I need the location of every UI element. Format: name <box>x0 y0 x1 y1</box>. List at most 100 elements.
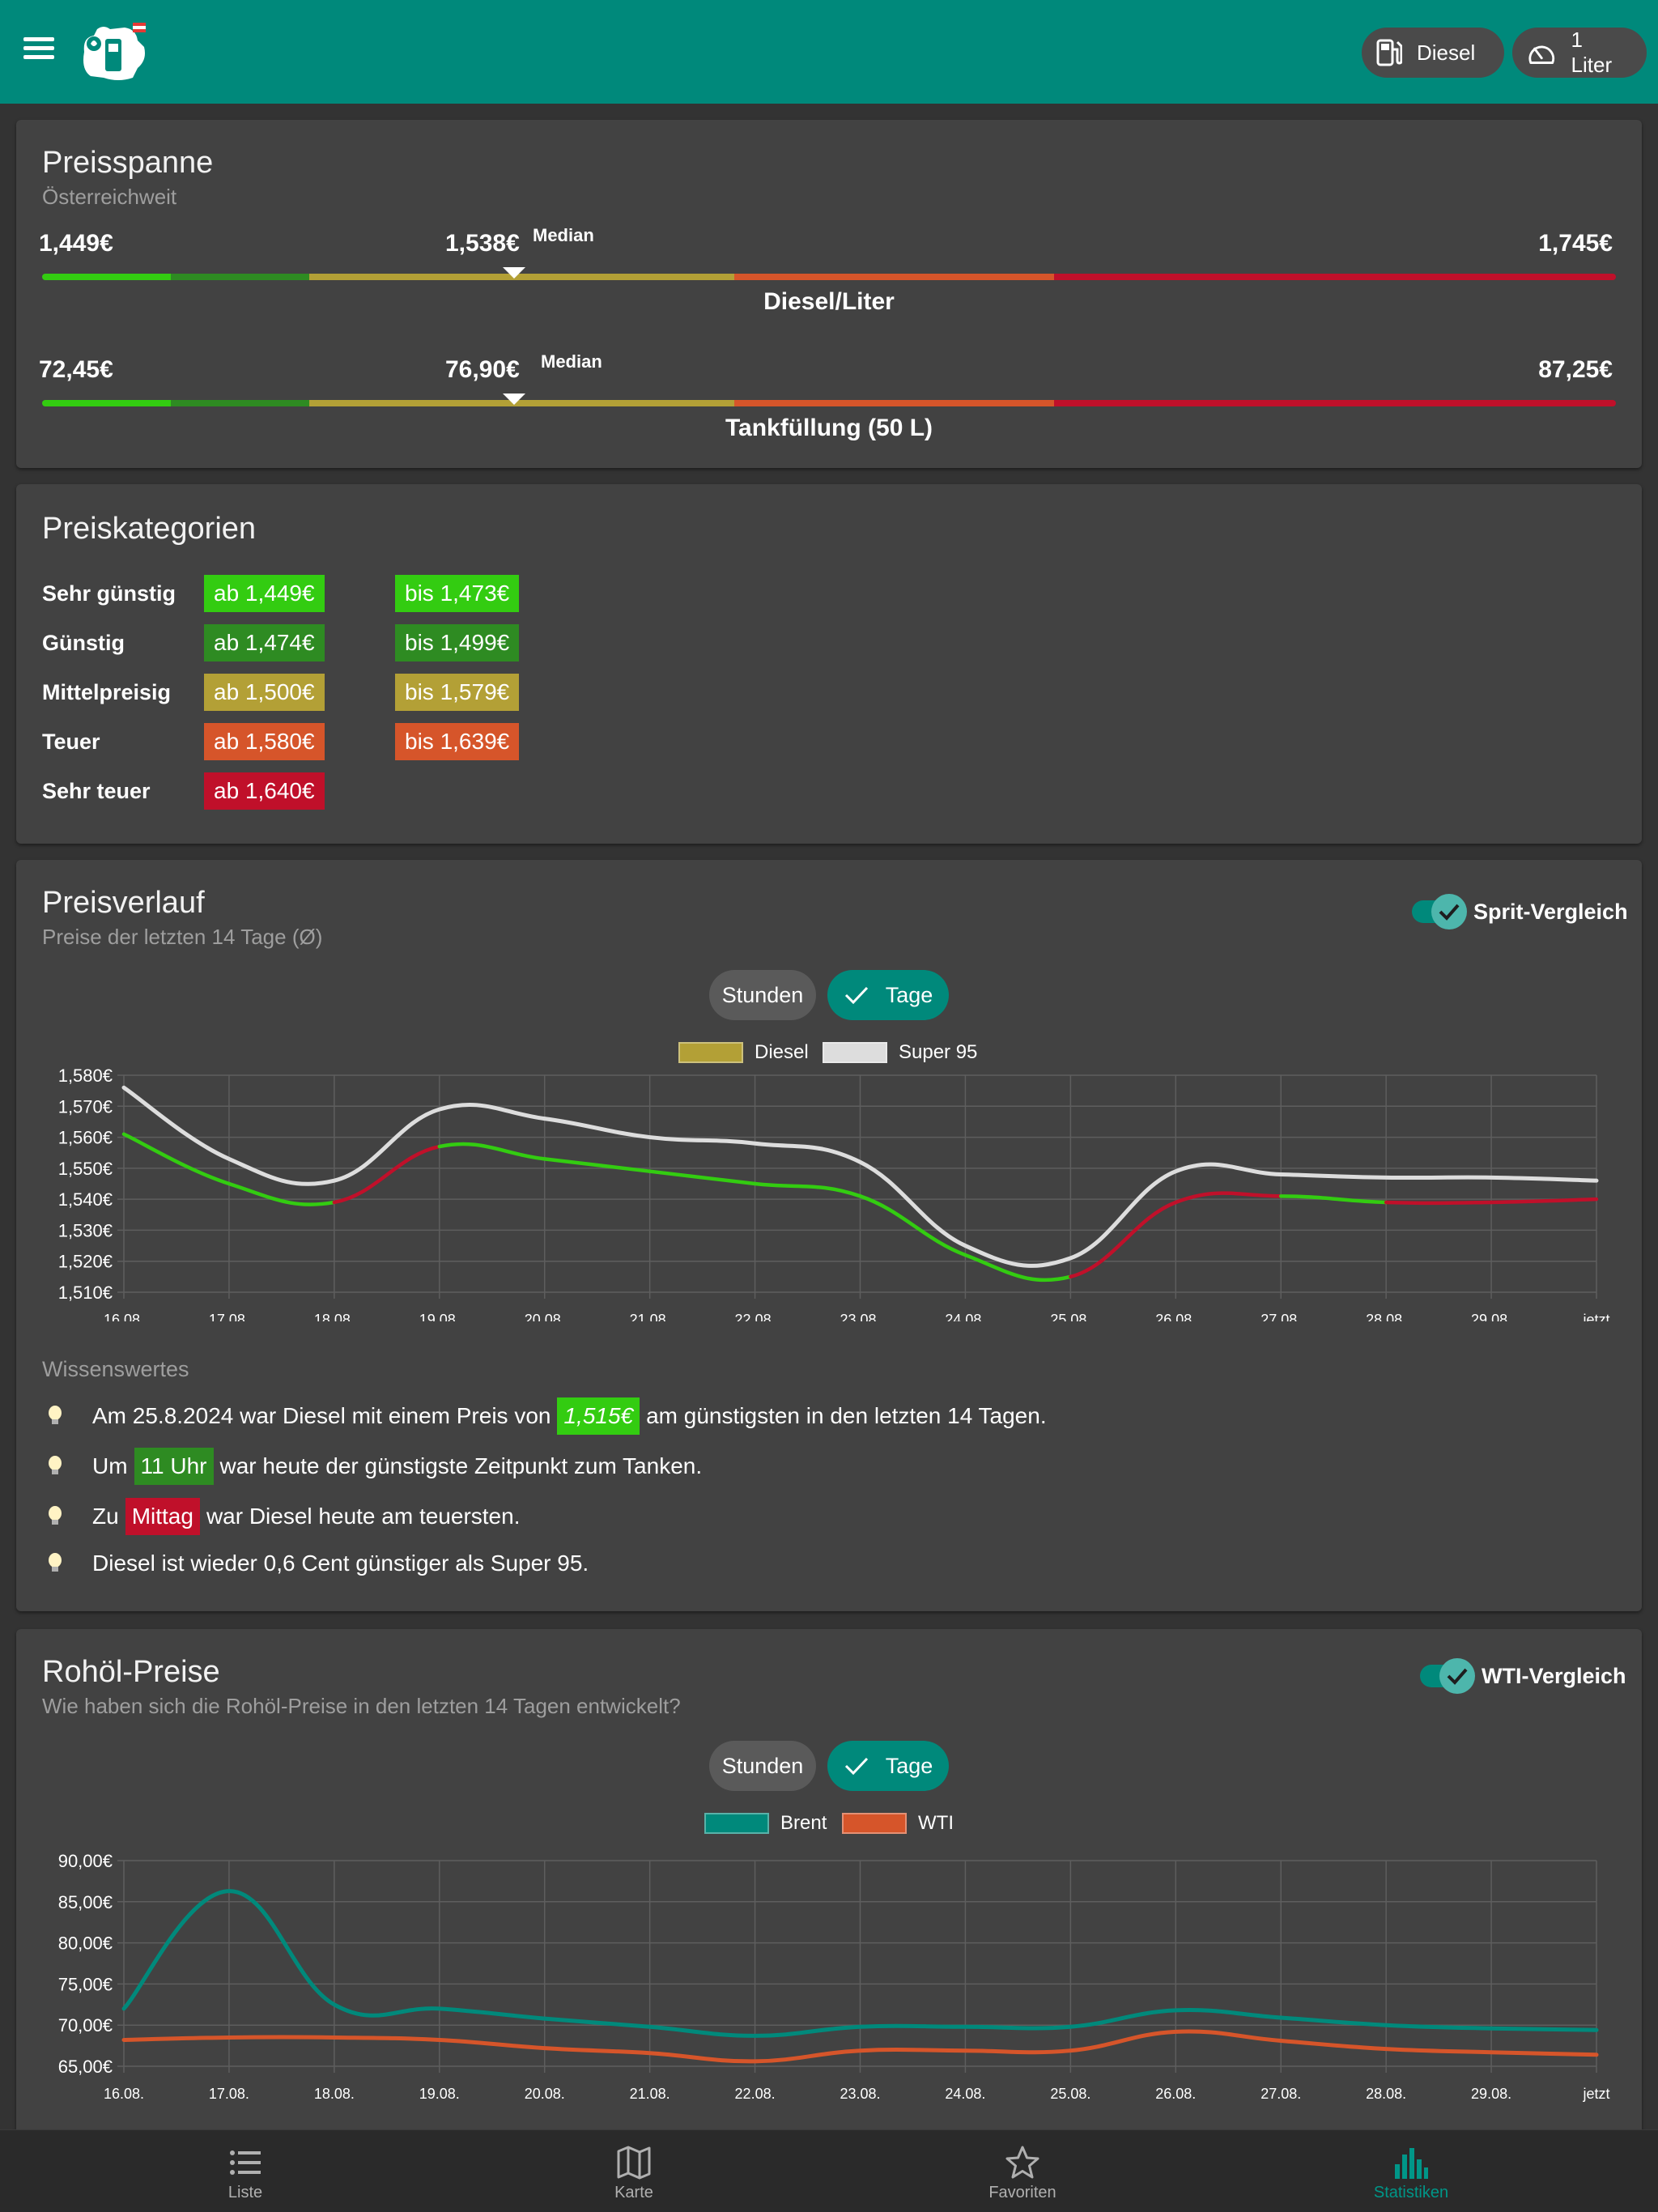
series-diesel-segment <box>858 1194 967 1257</box>
fact-cheapest-hour-pre: Um <box>92 1453 128 1478</box>
toggle-knob[interactable] <box>1439 1658 1475 1694</box>
x-tick-label: 19.08. <box>419 1312 460 1321</box>
x-tick-label: 26.08. <box>1155 1312 1196 1321</box>
star-icon <box>1005 2146 1039 2179</box>
legend-super95[interactable]: Super 95 <box>823 1041 977 1064</box>
crude-hours-chip[interactable]: Stunden <box>709 1741 816 1791</box>
category-name: Teuer <box>42 730 100 754</box>
range-segment <box>42 400 172 406</box>
toggle-track[interactable] <box>1412 894 1467 929</box>
check-icon <box>1439 904 1460 921</box>
category-from-badge: ab 1,500€ <box>204 674 325 711</box>
x-tick-label: 17.08. <box>209 2086 249 2102</box>
category-to-badge: bis 1,473€ <box>395 575 520 612</box>
fuel-type-chip[interactable]: Diesel <box>1362 28 1504 78</box>
legend-wti[interactable]: WTI <box>842 1812 954 1835</box>
x-tick-label: jetzt <box>1582 2086 1609 2102</box>
fuel-compare-toggle[interactable]: Sprit-Vergleich <box>1412 894 1628 929</box>
nav-favorites-label: Favoriten <box>988 2184 1056 2201</box>
crude-days-chip[interactable]: Tage <box>827 1741 949 1791</box>
crude-oil-subtitle: Wie haben sich die Rohöl-Preise in den l… <box>42 1694 681 1718</box>
range-tank-median-tag: Median <box>541 351 602 372</box>
x-tick-label: 20.08. <box>525 2086 565 2102</box>
toggle-knob[interactable] <box>1431 894 1467 929</box>
x-tick-label: 21.08. <box>630 1312 670 1321</box>
y-tick-label: 1,540€ <box>58 1189 113 1210</box>
price-range-subtitle: Österreichweit <box>42 185 177 209</box>
series-diesel-segment <box>121 1132 232 1186</box>
facts-title: Wissenswertes <box>42 1357 189 1381</box>
series-diesel-segment <box>753 1181 862 1198</box>
y-tick-label: 1,510€ <box>58 1283 113 1303</box>
range-segment <box>171 274 310 280</box>
x-tick-label: 23.08. <box>840 2086 880 2102</box>
y-tick-label: 75,00€ <box>58 1974 113 1994</box>
crude-oil-title: Rohöl-Preise <box>42 1655 220 1689</box>
category-from-badge: ab 1,449€ <box>204 575 325 612</box>
nav-statistics[interactable]: Statistiken <box>1330 2130 1492 2212</box>
price-history-card: Preisverlauf Preise der letzten 14 Tage … <box>16 860 1642 1611</box>
y-tick-label: 85,00€ <box>58 1892 113 1912</box>
gauge-icon <box>1528 45 1555 64</box>
x-tick-label: 24.08. <box>945 2086 985 2102</box>
wti-compare-label: WTI-Vergleich <box>1482 1663 1626 1688</box>
category-name: Günstig <box>42 631 125 655</box>
x-tick-label: 18.08. <box>314 2086 355 2102</box>
range-liter-caption: Diesel/Liter <box>763 288 895 315</box>
range-segment <box>1053 400 1616 406</box>
fuel-price-chart: 1,580€ 1,570€ 1,560€ 1,550€ 1,540€ 1,530€ 1,52… <box>58 1066 1610 1321</box>
x-tick-label: 26.08. <box>1155 2086 1196 2102</box>
amount-chip[interactable]: 1 Liter <box>1512 28 1647 78</box>
nav-map[interactable]: Karte <box>553 2130 715 2212</box>
y-tick-label: 90,00€ <box>58 1851 113 1871</box>
series-diesel-segment <box>437 1142 546 1161</box>
history-hours-chip[interactable]: Stunden <box>709 970 816 1020</box>
series-diesel-segment <box>1069 1200 1178 1279</box>
nav-map-label: Karte <box>614 2184 653 2201</box>
wti-compare-toggle[interactable]: WTI-Vergleich <box>1420 1658 1626 1694</box>
range-segment <box>42 274 172 280</box>
x-tick-label: 24.08. <box>945 1312 985 1321</box>
series-wti-line <box>121 2029 1599 2064</box>
series-diesel-segment <box>963 1253 1073 1283</box>
fact-cheapest-day-post: am günstigsten in den letzten 14 Tagen. <box>646 1403 1047 1428</box>
lightbulb-icon <box>49 1456 62 1474</box>
legend-diesel[interactable]: Diesel <box>678 1041 809 1064</box>
range-segment <box>171 400 310 406</box>
nav-list[interactable]: Liste <box>164 2130 326 2212</box>
price-history-title: Preisverlauf <box>42 886 205 920</box>
fact-cheapest-day-pre: Am 25.8.2024 war Diesel mit einem Preis … <box>92 1403 551 1428</box>
range-tank-max: 87,25€ <box>1538 356 1613 383</box>
range-tank-min: 72,45€ <box>39 356 113 383</box>
x-tick-label: 27.08. <box>1261 2086 1301 2102</box>
range-liter-bar <box>42 274 1616 280</box>
x-tick-label: 25.08. <box>1050 2086 1090 2102</box>
check-icon <box>844 986 868 1005</box>
fact-diesel-vs-super: Diesel ist wieder 0,6 Cent günstiger als… <box>42 1545 589 1582</box>
category-from-badge: ab 1,640€ <box>204 772 325 810</box>
range-liter-median-marker <box>503 267 526 279</box>
price-categories-card: Preiskategorien Sehr günstig ab 1,449€ bis… <box>16 484 1642 844</box>
category-name: Sehr günstig <box>42 581 176 606</box>
range-tank-median: 76,90€ <box>445 356 520 383</box>
range-segment <box>734 400 1054 406</box>
category-from-badge: ab 1,580€ <box>204 723 325 760</box>
legend-brent[interactable]: Brent <box>704 1812 827 1835</box>
range-liter-max: 1,745€ <box>1538 230 1613 257</box>
y-tick-label: 1,570€ <box>58 1096 113 1117</box>
price-range-card: Preisspanne Österreichweit 1,449€ 1,538€… <box>16 120 1642 468</box>
legend-super95-label: Super 95 <box>899 1041 978 1063</box>
category-to-badge: bis 1,499€ <box>395 624 520 661</box>
toggle-track[interactable] <box>1420 1658 1475 1694</box>
nav-favorites[interactable]: Favoriten <box>942 2130 1103 2212</box>
range-segment <box>1053 274 1616 280</box>
x-tick-label: 29.08. <box>1471 2086 1511 2102</box>
menu-icon[interactable] <box>19 32 58 71</box>
y-tick-label: 1,520€ <box>58 1252 113 1272</box>
history-days-chip[interactable]: Tage <box>827 970 949 1020</box>
series-diesel-segment <box>332 1144 442 1205</box>
fuel-compare-label: Sprit-Vergleich <box>1473 899 1628 924</box>
series-diesel-segment <box>1174 1191 1283 1205</box>
y-tick-label: 70,00€ <box>58 2015 113 2035</box>
lightbulb-icon <box>49 1553 62 1572</box>
